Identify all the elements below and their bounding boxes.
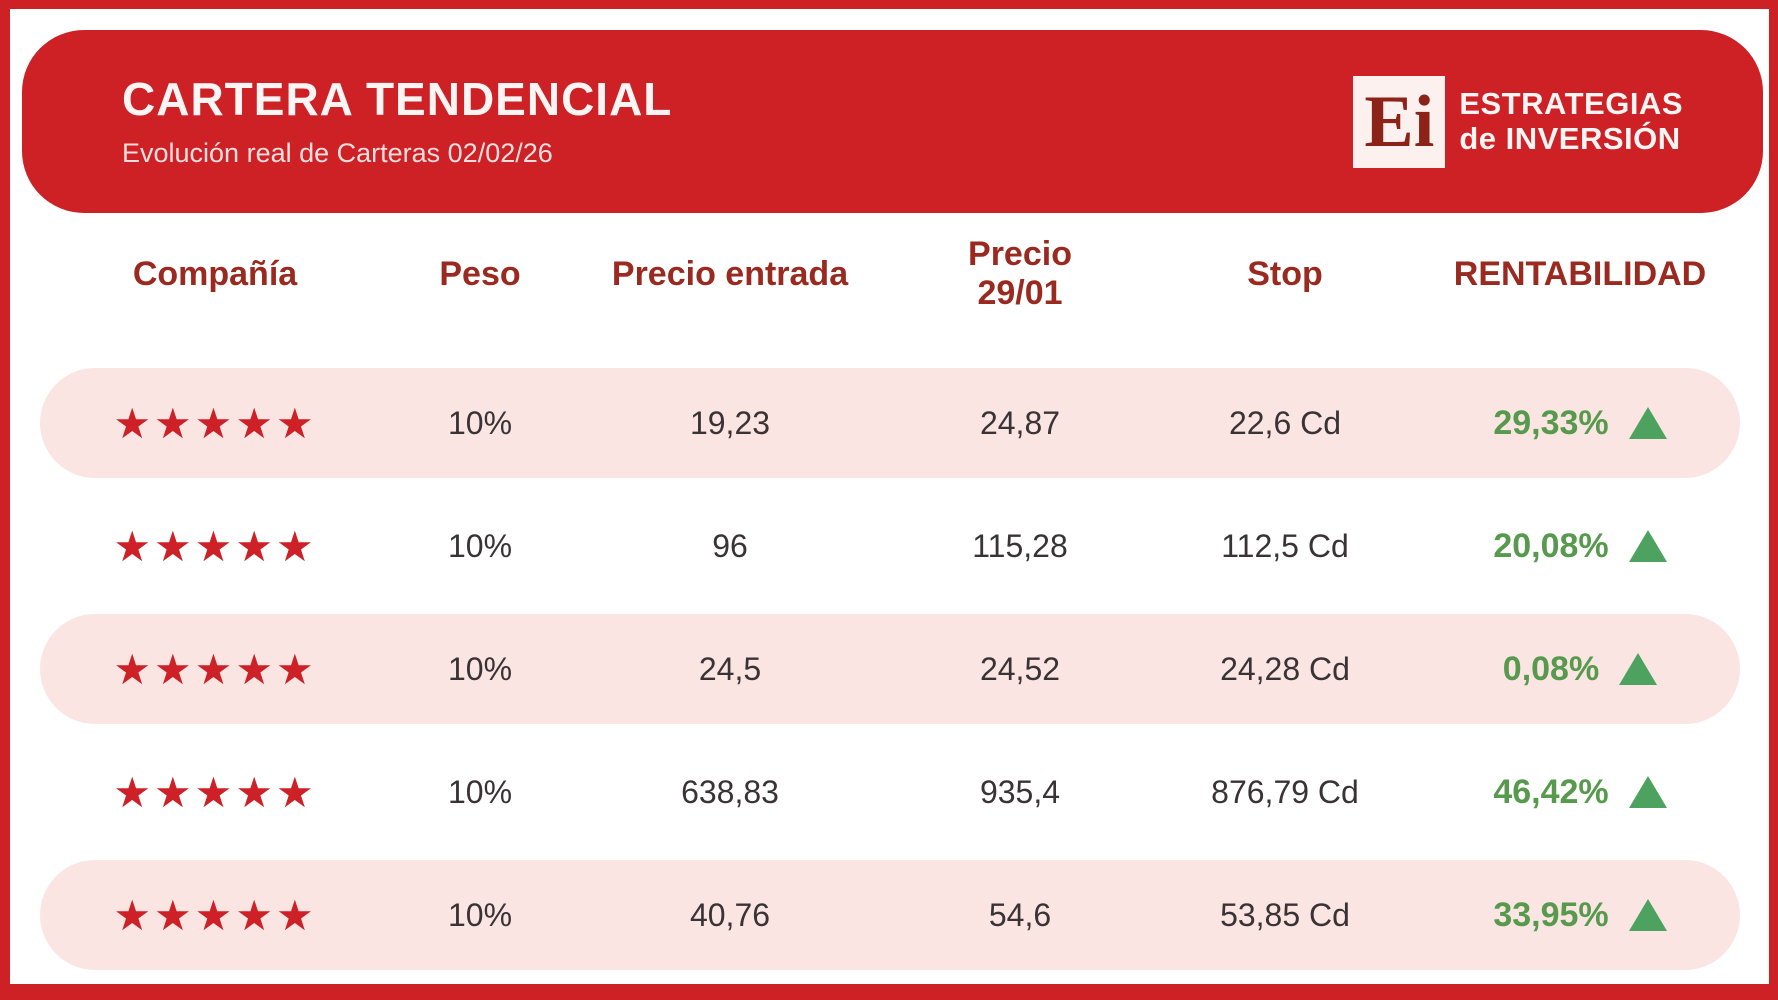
header-text-block: CARTERA TENDENCIAL Evolución real de Car… <box>122 72 672 169</box>
rentabilidad-cell: 29,33% <box>1420 368 1740 478</box>
trend-up-icon <box>1628 899 1667 931</box>
precio-entrada-value: 638,83 <box>681 773 779 810</box>
star-rating: ★★★★★ <box>113 890 317 940</box>
rentabilidad-value: 0,08% <box>1502 649 1600 688</box>
stop-value: 876,79 Cd <box>1211 773 1359 810</box>
precio-2901-value: 54,6 <box>988 896 1052 933</box>
peso-value: 10% <box>447 404 513 441</box>
table-header-row: Compañía Peso Precio entrada Precio 29/0… <box>40 228 1740 320</box>
trend-up-icon <box>1619 653 1658 685</box>
col-header-precio-entrada: Precio entrada <box>611 254 849 293</box>
col-header-peso: Peso <box>439 254 521 293</box>
rentabilidad-value: 33,95% <box>1493 895 1609 934</box>
header-banner: CARTERA TENDENCIAL Evolución real de Car… <box>22 30 1763 213</box>
estrategias-de-inversion-logo: Ei ESTRATEGIAS de INVERSIÓN <box>1353 76 1683 168</box>
logo-line-2: de INVERSIÓN <box>1459 121 1681 156</box>
precio-entrada-value: 24,5 <box>698 650 762 687</box>
peso-value: 10% <box>447 896 513 933</box>
rentabilidad-cell: 33,95% <box>1420 860 1740 970</box>
trend-up-icon <box>1628 776 1667 808</box>
col-header-compania: Compañía <box>132 254 298 293</box>
rentabilidad-value: 46,42% <box>1493 772 1609 811</box>
logo-line-1: ESTRATEGIAS <box>1459 86 1683 122</box>
rentabilidad-value: 20,08% <box>1493 526 1609 565</box>
bottom-red-bar <box>0 984 1778 1000</box>
precio-entrada-value: 19,23 <box>689 404 771 441</box>
star-rating: ★★★★★ <box>113 521 317 571</box>
stop-value: 53,85 Cd <box>1220 896 1350 933</box>
precio-2901-value: 24,52 <box>979 650 1061 687</box>
col-header-precio-2901: Precio 29/01 <box>890 228 1150 320</box>
precio-entrada-value: 40,76 <box>689 896 771 933</box>
star-rating: ★★★★★ <box>113 644 317 694</box>
col-header-stop: Stop <box>1247 254 1323 293</box>
table-row: ★★★★★ 10% 19,23 24,87 22,6 Cd 29,33% <box>40 368 1740 478</box>
peso-value: 10% <box>447 773 513 810</box>
rentabilidad-cell: 20,08% <box>1420 491 1740 601</box>
frame-border-right <box>1769 0 1778 1000</box>
ei-logo-monogram: Ei <box>1353 76 1446 168</box>
stop-value: 112,5 Cd <box>1221 527 1349 564</box>
peso-value: 10% <box>447 650 513 687</box>
frame-border-left <box>0 0 10 1000</box>
precio-2901-value: 935,4 <box>979 773 1061 810</box>
precio-entrada-value: 96 <box>712 527 748 564</box>
table-row: ★★★★★ 10% 638,83 935,4 876,79 Cd 46,42% <box>40 737 1740 847</box>
frame-border-top <box>0 0 1778 9</box>
stop-value: 22,6 Cd <box>1228 404 1342 441</box>
rentabilidad-value: 29,33% <box>1493 403 1609 442</box>
table-row: ★★★★★ 10% 24,5 24,52 24,28 Cd 0,08% <box>40 614 1740 724</box>
table-row: ★★★★★ 10% 40,76 54,6 53,85 Cd 33,95% <box>40 860 1740 970</box>
rentabilidad-cell: 46,42% <box>1420 737 1740 847</box>
rentabilidad-cell: 0,08% <box>1420 614 1740 724</box>
table-row: ★★★★★ 10% 96 115,28 112,5 Cd 20,08% <box>40 491 1740 601</box>
page-subtitle: Evolución real de Carteras 02/02/26 <box>122 138 553 168</box>
page-title: CARTERA TENDENCIAL <box>122 73 673 125</box>
precio-2901-value: 115,28 <box>972 527 1068 564</box>
trend-up-icon <box>1628 530 1667 562</box>
col-header-rentabilidad: RENTABILIDAD <box>1453 254 1707 293</box>
trend-up-icon <box>1628 407 1667 439</box>
stop-value: 24,28 Cd <box>1220 650 1350 687</box>
star-rating: ★★★★★ <box>113 767 317 817</box>
precio-2901-value: 24,87 <box>979 404 1061 441</box>
star-rating: ★★★★★ <box>113 398 317 448</box>
peso-value: 10% <box>447 527 513 564</box>
logo-wordmark: ESTRATEGIAS de INVERSIÓN <box>1459 87 1683 156</box>
portfolio-table: Compañía Peso Precio entrada Precio 29/0… <box>40 228 1740 970</box>
col-header-precio-2901-label: Precio 29/01 <box>968 234 1072 312</box>
